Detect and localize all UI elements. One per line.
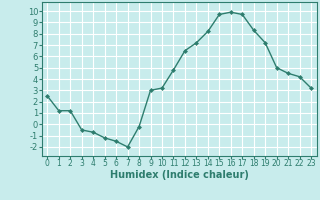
X-axis label: Humidex (Indice chaleur): Humidex (Indice chaleur) bbox=[110, 170, 249, 180]
